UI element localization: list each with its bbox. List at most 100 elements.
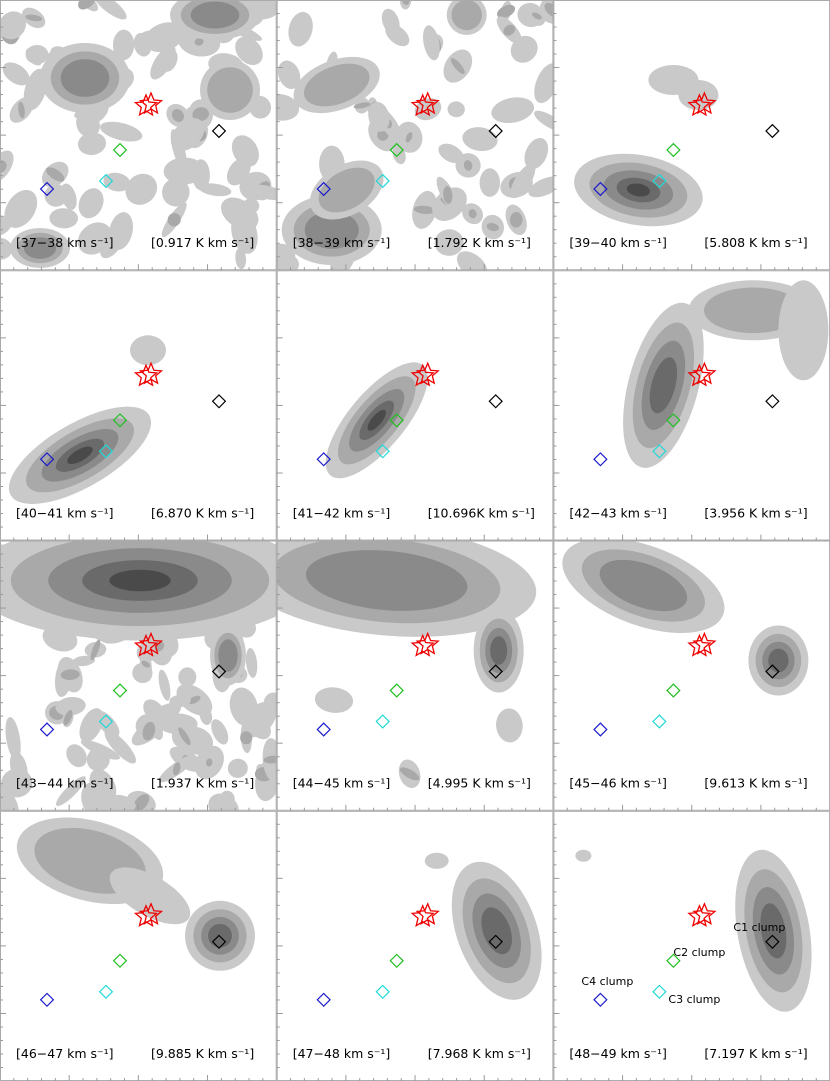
diamond-marker [593, 181, 608, 197]
contour [231, 135, 259, 167]
contour [288, 11, 313, 47]
diamond-marker [98, 714, 114, 729]
clump-label: C2 clump [673, 946, 725, 959]
diamond-marker [375, 984, 390, 1000]
panel: [47−48 km s⁻¹] [7.968 K km s⁻¹] [276, 810, 554, 1081]
star-marker [133, 93, 159, 117]
contour [486, 223, 499, 232]
panel: [44−45 km s⁻¹] [4.995 K km s⁻¹] [276, 540, 554, 811]
contour [44, 184, 68, 207]
contour [60, 59, 110, 97]
diamond-marker [488, 394, 503, 409]
contour [314, 687, 354, 713]
contour [94, 710, 120, 738]
contour [247, 184, 277, 200]
contour [104, 730, 137, 764]
contour [172, 762, 181, 776]
star-marker [133, 904, 159, 928]
contour [678, 80, 719, 110]
diamond-marker [593, 722, 608, 737]
diamond-marker [488, 664, 503, 679]
contour [66, 744, 87, 768]
contour [491, 97, 535, 124]
diamond-marker [112, 683, 128, 698]
diamond-marker [112, 953, 128, 969]
star-marker [138, 361, 164, 385]
contour [318, 167, 375, 213]
contour [45, 167, 65, 182]
velocity-label: [47−48 km s⁻¹] [293, 1046, 391, 1061]
contour [276, 243, 296, 271]
star-marker [410, 363, 435, 387]
contour [171, 109, 184, 122]
contour [4, 189, 38, 228]
velocity-label: [41−42 km s⁻¹] [293, 505, 391, 520]
contour [534, 63, 554, 104]
diamond-marker [98, 444, 114, 459]
contour [133, 794, 150, 811]
contour [468, 209, 477, 219]
contour [220, 197, 259, 230]
contour [110, 794, 136, 811]
diamond-marker [375, 173, 390, 189]
star-marker [410, 93, 435, 117]
contour [509, 212, 523, 228]
diamond-marker [652, 714, 667, 729]
contour [162, 178, 190, 207]
contour [208, 793, 239, 811]
diamond-marker [765, 934, 780, 950]
panel: [40−41 km s⁻¹] [6.870 K km s⁻¹] [0, 270, 277, 541]
contour [778, 280, 829, 381]
contour [438, 143, 464, 164]
velocity-label: [43−44 km s⁻¹] [16, 776, 114, 791]
velocity-label: [42−43 km s⁻¹] [569, 505, 667, 520]
star-marker [692, 631, 717, 655]
panel: [43−44 km s⁻¹] [1.937 K km s⁻¹] [0, 540, 277, 811]
star-marker [692, 91, 717, 115]
contour [456, 251, 488, 271]
intensity-label: [7.197 K km s⁻¹] [704, 1046, 807, 1061]
diamond-marker [98, 984, 114, 1000]
diamond-marker [39, 181, 55, 197]
panel: [42−43 km s⁻¹] [3.956 K km s⁻¹] [553, 270, 830, 541]
diamond-marker [211, 934, 227, 950]
intensity-label: [3.956 K km s⁻¹] [704, 505, 807, 520]
contour [304, 211, 359, 249]
panel: [41−42 km s⁻¹] [10.696K km s⁻¹] [276, 270, 554, 541]
star-marker [133, 363, 159, 387]
contour [49, 208, 78, 229]
contour [276, 93, 300, 121]
contour [161, 49, 178, 72]
contour [192, 159, 210, 191]
velocity-label: [48−49 km s⁻¹] [569, 1046, 667, 1061]
contour [353, 102, 371, 109]
contour [235, 36, 263, 66]
contour [496, 4, 516, 19]
contour [18, 101, 25, 119]
contour [575, 849, 592, 862]
contour [305, 550, 468, 611]
diamond-marker [211, 394, 227, 409]
diamond-marker [39, 722, 55, 737]
contour [9, 751, 28, 784]
velocity-label: [37−38 km s⁻¹] [16, 235, 114, 250]
diamond-marker [652, 444, 667, 459]
panel: [39−40 km s⁻¹] [5.808 K km s⁻¹] [553, 0, 830, 271]
panel: [48−49 km s⁻¹] [7.197 K km s⁻¹] C1 clump C2… [553, 810, 830, 1081]
diamond-marker [211, 123, 227, 139]
contour [109, 867, 191, 925]
contour [245, 647, 258, 678]
clump-label: C1 clump [733, 921, 785, 934]
contour [368, 101, 390, 132]
contour [67, 446, 93, 465]
contour [89, 768, 117, 803]
contour [2, 62, 30, 86]
diamond-marker [112, 142, 128, 158]
contour [626, 183, 650, 197]
contour [768, 648, 789, 673]
clump-label: C4 clump [581, 975, 633, 988]
intensity-label: [0.917 K km s⁻¹] [151, 235, 254, 250]
contours [0, 540, 277, 811]
star-marker [410, 633, 435, 657]
contour [704, 287, 803, 334]
